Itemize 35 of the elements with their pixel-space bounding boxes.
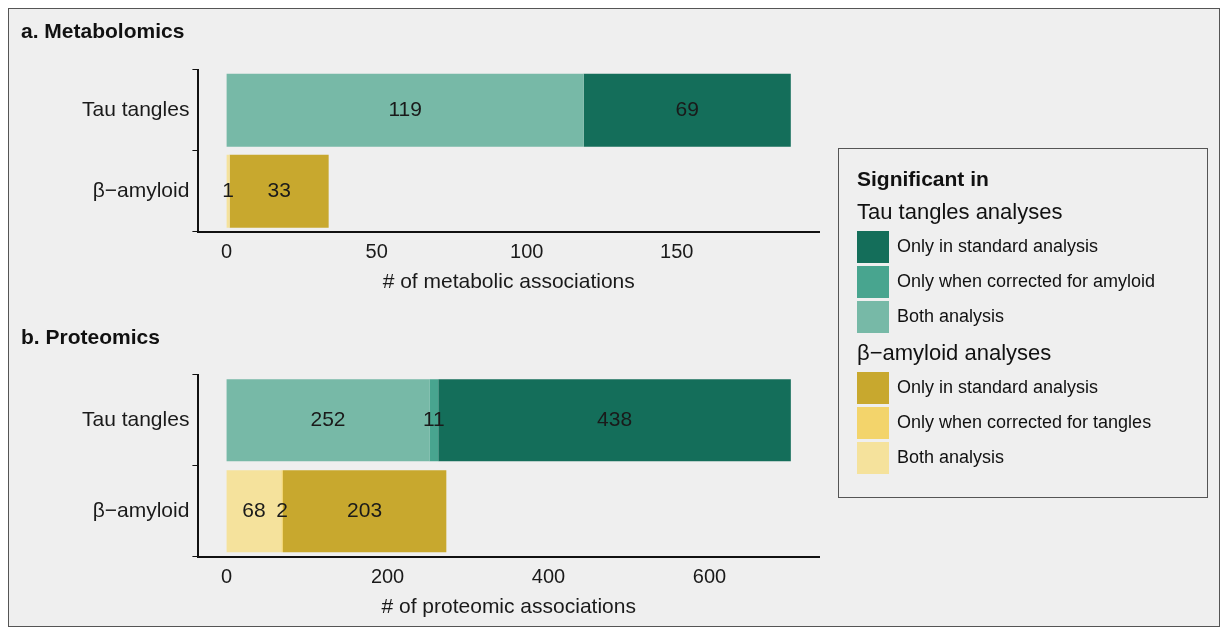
y-tick-label: Tau tangles — [81, 406, 190, 430]
y-tick-label: Tau tangles — [81, 96, 190, 120]
data-label: 1 — [222, 178, 234, 202]
y-tick-label: β−amyloid — [92, 498, 190, 522]
legend-label: Both analysis — [897, 447, 1005, 468]
x-tick-label: 150 — [660, 240, 694, 263]
data-label: 252 — [310, 406, 346, 430]
data-label: 2 — [276, 498, 288, 522]
chart-title: b. Proteomics — [21, 325, 160, 349]
legend-label: Only in standard analysis — [897, 377, 1099, 398]
x-tick-label: 0 — [221, 240, 233, 263]
legend-label: Only when corrected for amyloid — [897, 271, 1156, 292]
x-tick-label: 100 — [510, 240, 544, 263]
text: β−amyloid analyses — [857, 340, 1053, 366]
data-label: 438 — [597, 406, 633, 430]
y-tick-label: β−amyloid — [92, 178, 190, 202]
data-label: 68 — [242, 498, 266, 522]
data-label: 203 — [347, 498, 383, 522]
data-label: 33 — [267, 178, 291, 202]
x-axis-title: # of metabolic associations — [382, 269, 635, 293]
x-tick-label: 0 — [221, 565, 233, 588]
legend-label: Only when corrected for tangles — [897, 412, 1152, 433]
x-tick-label: 400 — [531, 565, 566, 588]
data-label: 119 — [388, 96, 422, 120]
legend-label: Only in standard analysis — [897, 236, 1099, 257]
x-tick-label: 600 — [692, 565, 727, 588]
x-tick-label: 200 — [370, 565, 405, 588]
x-axis-title: # of proteomic associations — [381, 594, 636, 618]
x-tick-label: 50 — [365, 240, 388, 263]
data-label: 11 — [422, 406, 445, 430]
chart-title: a. Metabolomics — [21, 19, 185, 43]
legend-title: Significant in — [857, 167, 990, 191]
legend-label: Both analysis — [897, 306, 1005, 327]
text: Tau tangles analyses — [857, 199, 1064, 225]
data-label: 69 — [675, 96, 699, 120]
